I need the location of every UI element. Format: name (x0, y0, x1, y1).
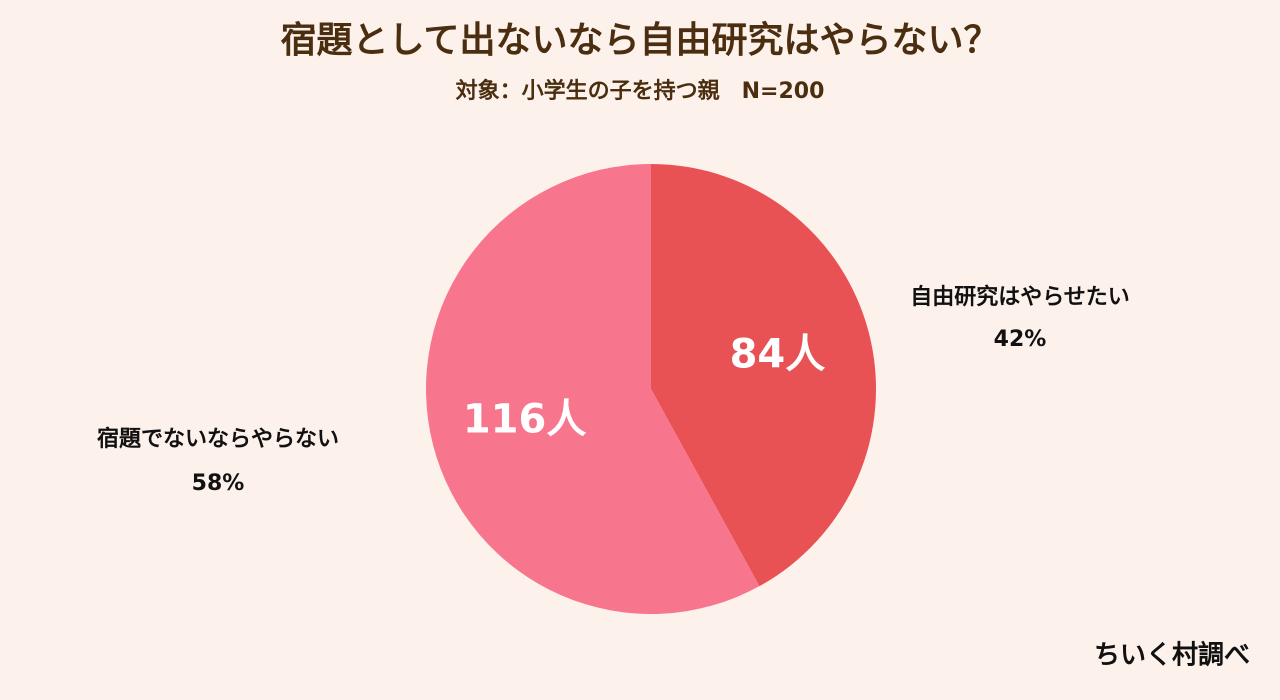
chart-title: 宿題として出ないなら自由研究はやらない？ (281, 20, 1000, 61)
category-label: 自由研究はやらせたい (910, 284, 1130, 310)
pie-slice (651, 164, 877, 587)
category-label: 宿題でないならやらない (97, 426, 339, 452)
source: ちいく村調べ (1094, 640, 1250, 671)
percentage-label: 58% (192, 471, 245, 496)
value-label: 84人 (730, 332, 826, 378)
pie-slice (426, 164, 760, 614)
percentage-label: 42% (994, 327, 1047, 352)
chart-subtitle: 対象：小学生の子を持つ親 N=200 (456, 78, 825, 104)
value-label: 116人 (463, 396, 587, 442)
